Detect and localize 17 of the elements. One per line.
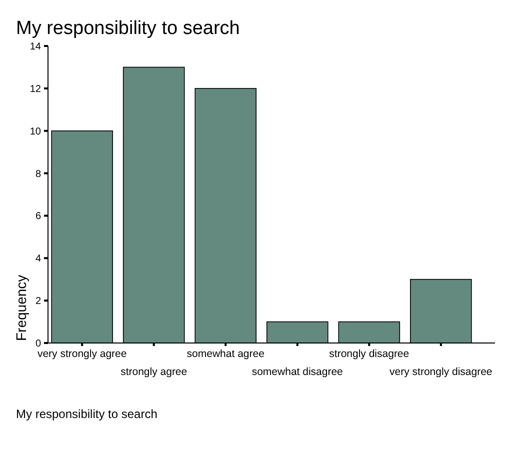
y-tick-label: 14 (30, 42, 42, 52)
chart-title: My responsibility to search (16, 18, 240, 39)
y-tick-label: 0 (35, 338, 42, 350)
x-axis-title: My responsibility to search (16, 407, 158, 421)
x-tick-label: very strongly agree (37, 348, 127, 360)
x-tick-label: very strongly disagree (390, 366, 492, 378)
x-tick-label: strongly disagree (329, 348, 410, 360)
y-axis-title: Frequency (13, 274, 29, 341)
y-tick-label: 12 (30, 84, 42, 95)
x-tick-label: somewhat agree (186, 348, 265, 360)
y-tick-label: 6 (35, 211, 42, 222)
y-tick-label: 2 (35, 296, 42, 308)
y-tick-label: 10 (30, 126, 42, 138)
x-tick-label: strongly agree (120, 366, 188, 378)
y-tick-label: 4 (35, 254, 42, 265)
y-tick-label: 8 (35, 168, 42, 180)
x-tick-label: somewhat disagree (252, 366, 344, 378)
